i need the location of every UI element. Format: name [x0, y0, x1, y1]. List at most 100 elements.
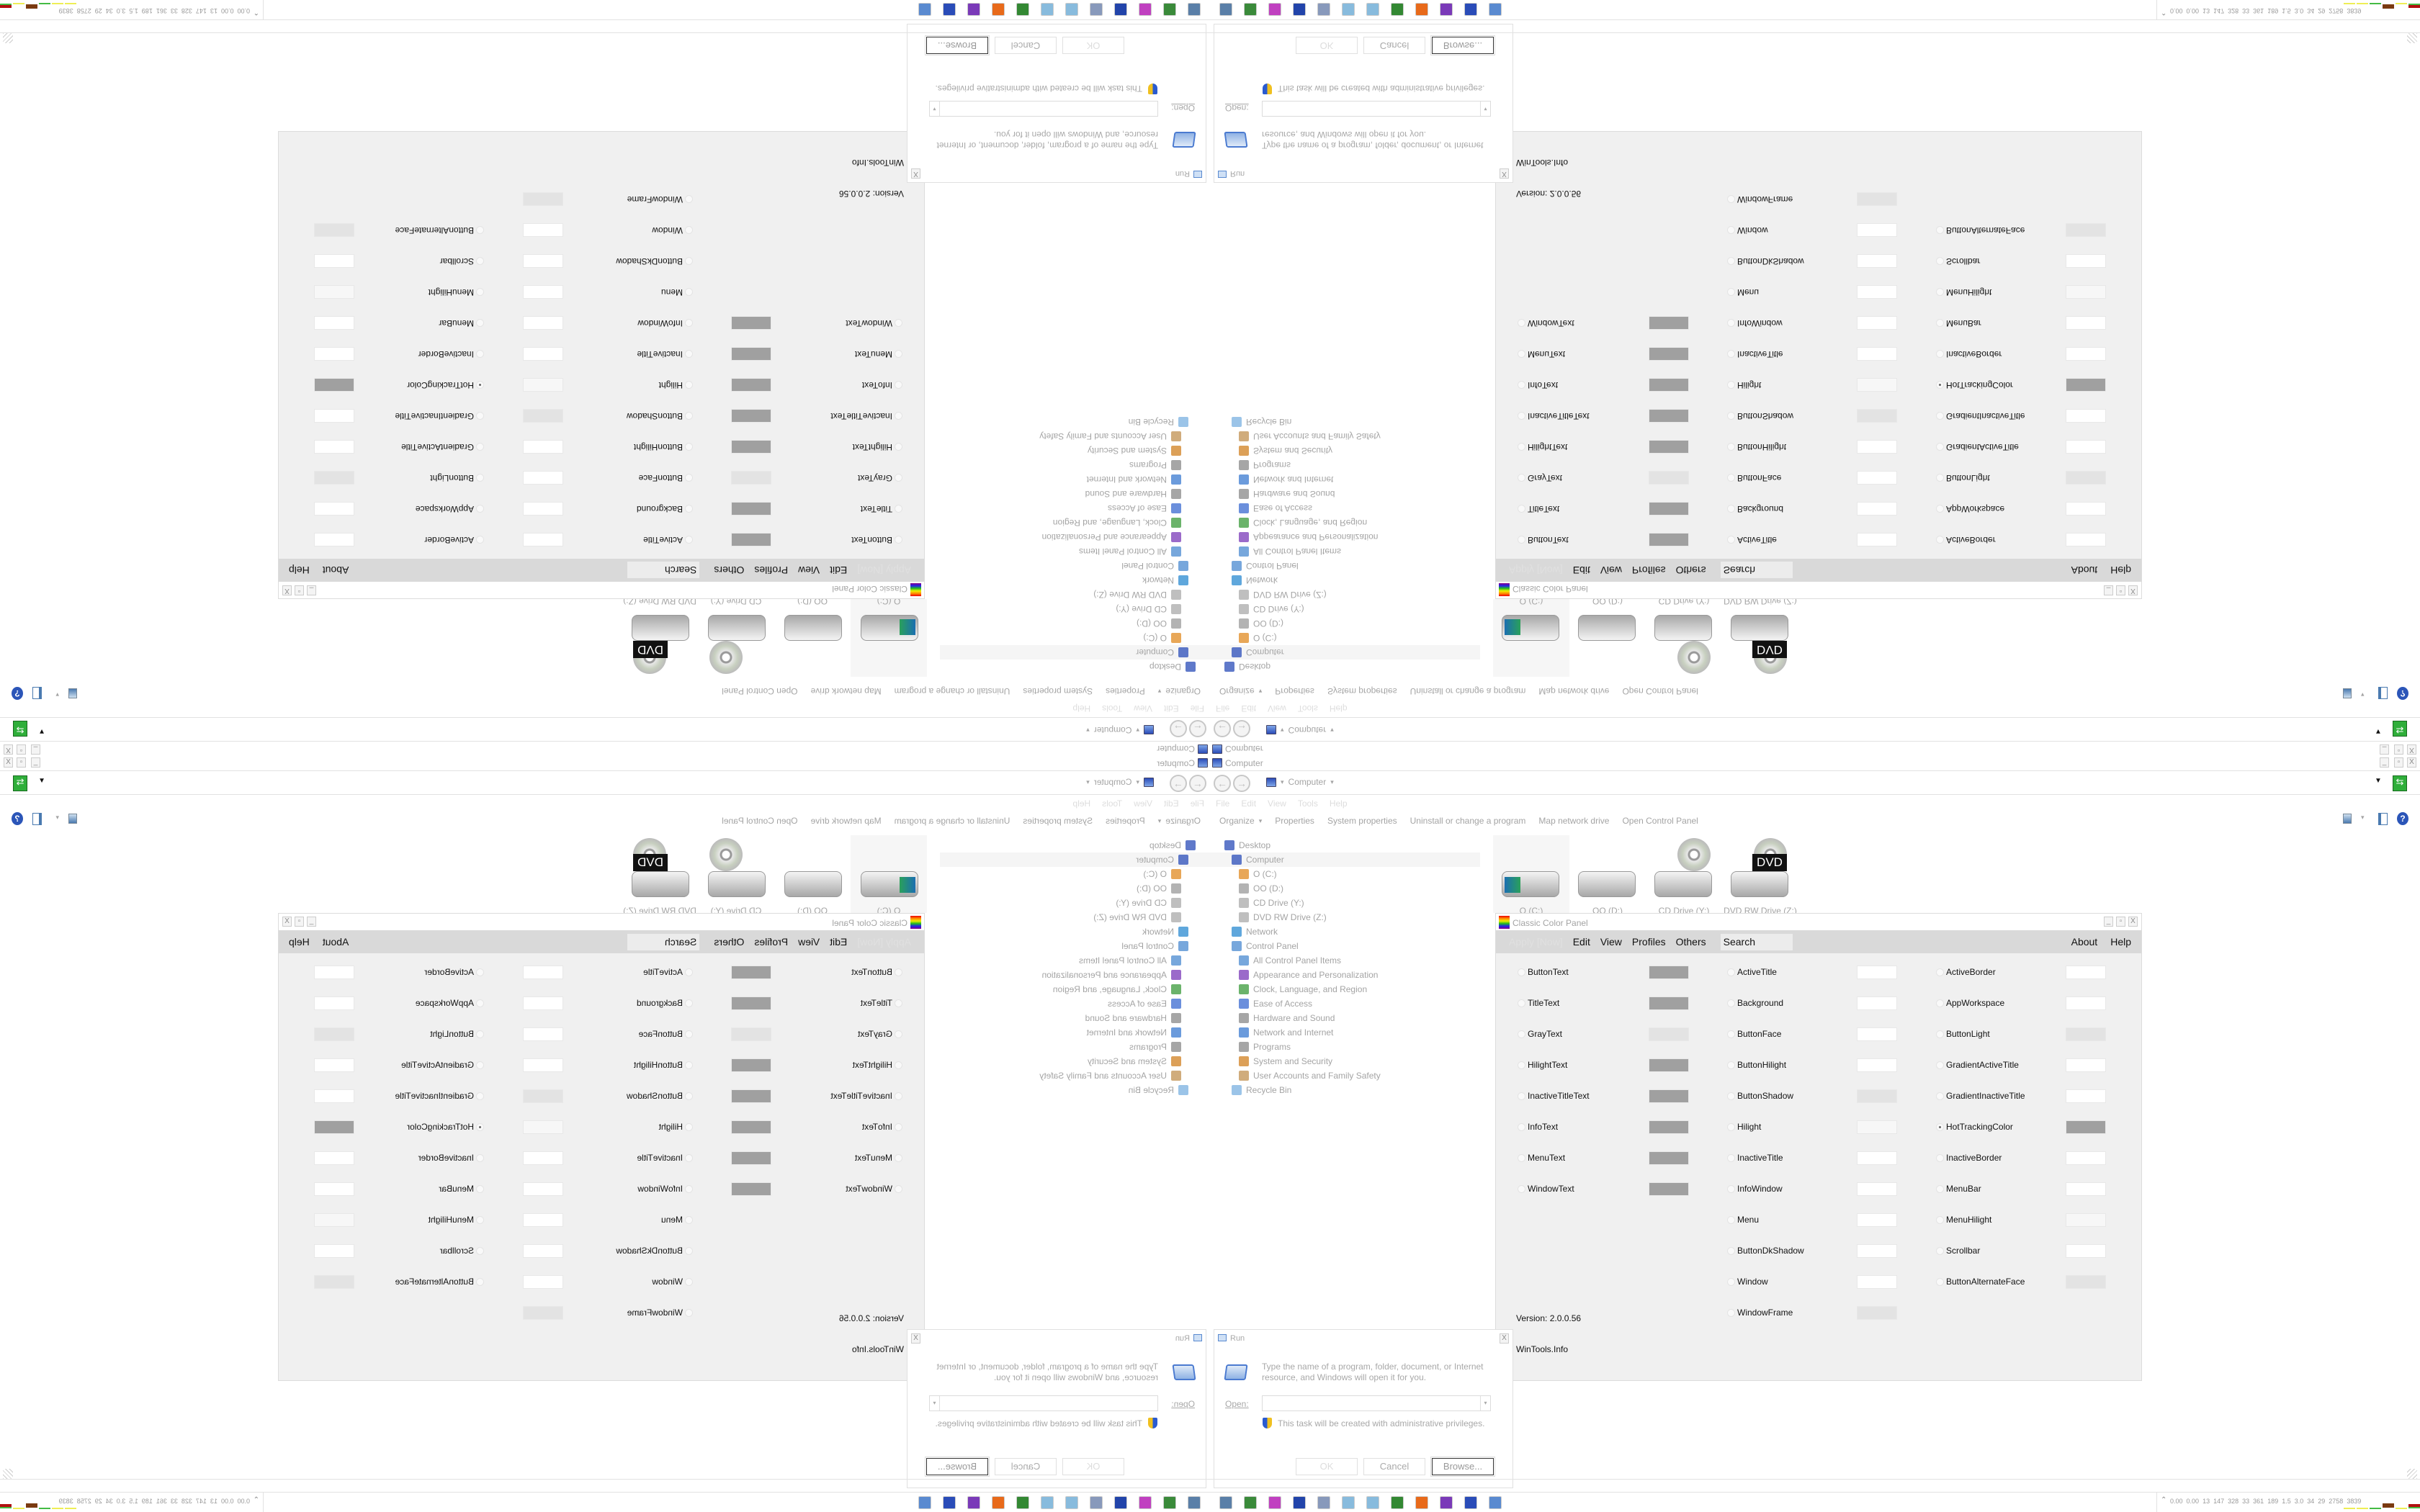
- radio-button[interactable]: [1518, 1154, 1525, 1162]
- color-swatch[interactable]: [314, 1275, 354, 1289]
- notepad-icon[interactable]: [1342, 3, 1355, 16]
- color-swatch[interactable]: [2066, 1089, 2106, 1103]
- color-swatch[interactable]: [731, 502, 771, 516]
- tree-item[interactable]: DVD RW Drive (Z:): [940, 588, 1210, 602]
- radio-button[interactable]: [1518, 1123, 1525, 1131]
- color-swatch[interactable]: [523, 1120, 563, 1134]
- drive-item[interactable]: CD Drive (Y:): [1646, 835, 1722, 916]
- menu-others[interactable]: Others: [714, 564, 745, 576]
- radio-button[interactable]: [1936, 1278, 1944, 1286]
- computer-icon[interactable]: [1464, 1496, 1477, 1509]
- radio-button[interactable]: [895, 412, 902, 420]
- color-swatch[interactable]: [1649, 966, 1689, 979]
- monitor-chart-icon[interactable]: [1016, 3, 1029, 16]
- color-swatch[interactable]: [1649, 1182, 1689, 1196]
- floppy-64-icon[interactable]: [1114, 3, 1127, 16]
- tree-item[interactable]: Computer: [940, 645, 1210, 660]
- radio-button[interactable]: [1518, 1030, 1525, 1038]
- tree-item[interactable]: All Control Panel Items: [940, 544, 1210, 559]
- color-swatch[interactable]: [314, 223, 354, 237]
- browse-button[interactable]: Browse...: [925, 1457, 990, 1477]
- color-swatch[interactable]: [523, 502, 563, 516]
- radio-button[interactable]: [1936, 1185, 1944, 1193]
- toolbar-properties[interactable]: Properties: [1275, 816, 1314, 826]
- color-swatch[interactable]: [731, 1182, 771, 1196]
- radio-button[interactable]: [685, 1123, 693, 1131]
- radio-button[interactable]: [476, 999, 484, 1007]
- menu-edit[interactable]: Edit: [830, 936, 848, 948]
- chevron-down-icon[interactable]: ▾: [930, 102, 940, 116]
- color-swatch[interactable]: [1857, 378, 1897, 392]
- menu-file[interactable]: File: [1216, 798, 1230, 809]
- menu-help[interactable]: Help: [1072, 798, 1091, 809]
- monitor-icon[interactable]: [1188, 1496, 1201, 1509]
- search-input[interactable]: Search: [627, 562, 700, 579]
- search-input[interactable]: Search: [1720, 562, 1793, 579]
- radio-button[interactable]: [476, 1092, 484, 1100]
- back-button[interactable]: ←: [1189, 720, 1206, 737]
- toolbar-uninstall-or-change-a-program[interactable]: Uninstall or change a program: [1410, 816, 1526, 826]
- color-swatch[interactable]: [523, 1213, 563, 1227]
- radio-button[interactable]: [1936, 257, 1944, 265]
- back-button[interactable]: ←: [1189, 775, 1206, 792]
- tree-item[interactable]: OO (D:): [940, 616, 1210, 631]
- toolbar-properties[interactable]: Properties: [1106, 816, 1145, 826]
- color-swatch[interactable]: [1649, 471, 1689, 485]
- color-swatch[interactable]: [523, 533, 563, 546]
- notepad-icon[interactable]: [1065, 1496, 1078, 1509]
- tree-item[interactable]: System and Security: [940, 1054, 1210, 1068]
- radio-button[interactable]: [895, 505, 902, 513]
- wintools-link[interactable]: WinTools.Info: [851, 1344, 904, 1354]
- color-swatch[interactable]: [1857, 471, 1897, 485]
- radio-button[interactable]: [895, 319, 902, 327]
- maximize-button[interactable]: ▫: [295, 585, 304, 595]
- color-swatch[interactable]: [314, 1244, 354, 1258]
- floppy-64-icon[interactable]: [1114, 1496, 1127, 1509]
- color-swatch[interactable]: [1649, 316, 1689, 330]
- drive-item[interactable]: OO (D:): [774, 596, 851, 677]
- toolbar-organize[interactable]: Organize: [1219, 686, 1255, 696]
- tree-item[interactable]: Hardware and Sound: [940, 1011, 1210, 1025]
- color-swatch[interactable]: [731, 1089, 771, 1103]
- color-swatch[interactable]: [523, 316, 563, 330]
- color-swatch[interactable]: [314, 1151, 354, 1165]
- color-swatch[interactable]: [523, 223, 563, 237]
- radio-button[interactable]: [1936, 1123, 1944, 1131]
- color-swatch[interactable]: [2066, 378, 2106, 392]
- tray-expand-icon[interactable]: ⌃: [253, 8, 259, 16]
- close-button[interactable]: X: [911, 1333, 920, 1344]
- minimize-button[interactable]: _: [31, 757, 40, 768]
- tree-item[interactable]: Control Panel: [940, 559, 1210, 573]
- cancel-button[interactable]: Cancel: [995, 37, 1057, 54]
- computer-icon[interactable]: [1464, 3, 1477, 16]
- color-swatch[interactable]: [1857, 966, 1897, 979]
- refresh-icon[interactable]: ⇆: [2393, 775, 2407, 791]
- radio-button[interactable]: [895, 1154, 902, 1162]
- minimize-button[interactable]: _: [307, 917, 316, 927]
- radio-button[interactable]: [1518, 999, 1525, 1007]
- notepad-icon[interactable]: [1342, 1496, 1355, 1509]
- drive-item[interactable]: CD Drive (Y:): [698, 835, 774, 916]
- purple-app-icon[interactable]: [967, 3, 980, 16]
- radio-button[interactable]: [1518, 536, 1525, 544]
- color-swatch[interactable]: [1649, 1151, 1689, 1165]
- menu-view[interactable]: View: [1600, 564, 1622, 576]
- menu-about[interactable]: About: [2071, 936, 2098, 948]
- radio-button[interactable]: [1518, 443, 1525, 451]
- radio-button[interactable]: [685, 968, 693, 976]
- open-combobox[interactable]: ▾: [929, 1395, 1158, 1411]
- tray-expand-icon[interactable]: ⌃: [2161, 8, 2167, 16]
- forward-button[interactable]: →: [1233, 720, 1250, 737]
- open-combobox[interactable]: ▾: [1262, 1395, 1491, 1411]
- radio-button[interactable]: [895, 474, 902, 482]
- resize-grip-icon[interactable]: [3, 33, 13, 43]
- tree-item[interactable]: Network: [1210, 924, 1480, 939]
- color-swatch[interactable]: [2066, 1058, 2106, 1072]
- tree-item[interactable]: Control Panel: [1210, 559, 1480, 573]
- radio-button[interactable]: [1727, 1216, 1735, 1224]
- tree-item[interactable]: Desktop: [1210, 838, 1480, 852]
- scroll-icon[interactable]: [1317, 1496, 1330, 1509]
- radio-button[interactable]: [685, 1216, 693, 1224]
- tree-item[interactable]: Recycle Bin: [940, 1083, 1210, 1097]
- color-swatch[interactable]: [2066, 1182, 2106, 1196]
